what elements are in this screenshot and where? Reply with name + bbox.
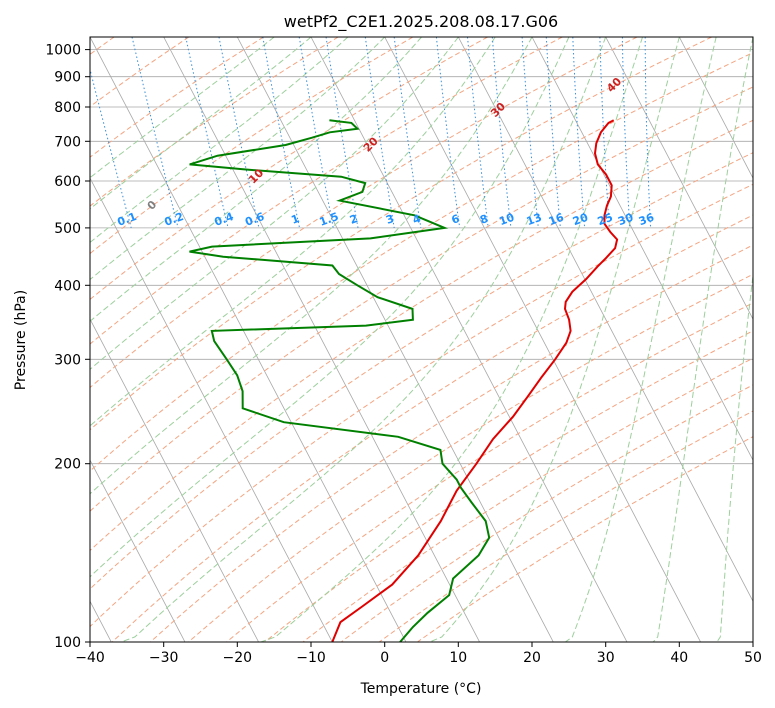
plot-frame bbox=[89, 36, 754, 643]
dry-adiabat-line bbox=[90, 119, 753, 552]
mixing-ratio-line bbox=[185, 37, 229, 229]
mixing-ratio-label: 13 bbox=[525, 211, 544, 228]
x-tick-label: 40 bbox=[670, 650, 688, 666]
profile-lines bbox=[189, 119, 619, 642]
x-tick-label: 30 bbox=[597, 650, 615, 666]
dry-adiabat-line bbox=[188, 273, 753, 642]
dry-adiabat-line bbox=[90, 37, 414, 255]
moist-adiabat-line bbox=[121, 37, 607, 642]
mixing-ratio-line bbox=[364, 37, 395, 228]
mixing-ratio-label: 0.4 bbox=[213, 210, 236, 229]
x-tick-label: 10 bbox=[449, 650, 467, 666]
moist-adiabat-line bbox=[260, 37, 643, 642]
isotherm-line bbox=[90, 318, 259, 642]
dry-adiabat-line bbox=[90, 86, 753, 512]
x-tick-label: 20 bbox=[523, 650, 541, 666]
dry-adiabat-line bbox=[379, 410, 753, 642]
mixing-ratio-label: 0.1 bbox=[116, 210, 139, 229]
dry-adiabat-line bbox=[90, 37, 638, 389]
background-lines bbox=[90, 37, 753, 642]
dry-adiabat-line bbox=[90, 183, 753, 628]
mixing-ratio-label: 30 bbox=[616, 211, 635, 229]
moist-adiabat-line bbox=[90, 37, 422, 322]
y-tick-label: 300 bbox=[54, 352, 81, 368]
moist-adiabat-line bbox=[90, 37, 533, 495]
dry-adiabat-line bbox=[90, 37, 712, 431]
x-tick-label: 50 bbox=[744, 650, 762, 666]
mixing-ratio-label: 6 bbox=[450, 212, 462, 227]
mixing-ratio-line bbox=[491, 37, 512, 228]
isotherm-line bbox=[678, 37, 753, 179]
mixing-ratio-label: 10 bbox=[497, 211, 516, 229]
x-axis-label: Temperature (°C) bbox=[360, 681, 482, 697]
y-tick-label: 200 bbox=[54, 457, 81, 473]
mixing-ratio-line bbox=[90, 67, 132, 229]
moist-adiabat-line bbox=[90, 37, 275, 179]
isotherm-line bbox=[605, 37, 753, 320]
isotherm-line bbox=[90, 37, 407, 642]
dry-adiabat-line bbox=[90, 37, 264, 158]
mixing-ratio-label: 25 bbox=[596, 211, 615, 228]
mixing-ratio-label: 3 bbox=[384, 212, 396, 227]
x-tick-label: 0 bbox=[380, 650, 389, 666]
mixing-ratio-label: 16 bbox=[547, 211, 566, 229]
y-tick-label: 100 bbox=[54, 635, 81, 651]
moist-adiabat-line bbox=[90, 37, 312, 210]
mixing-ratio-line bbox=[131, 37, 179, 229]
x-tick-label: −10 bbox=[296, 650, 326, 666]
mixing-ratio-line bbox=[521, 37, 539, 228]
dry-adiabat-line bbox=[264, 330, 753, 642]
mixing-ratio-label: 36 bbox=[637, 211, 656, 229]
temperature-profile-line bbox=[331, 119, 619, 642]
mixing-ratio-label: 4 bbox=[411, 212, 423, 227]
isotherm-line bbox=[310, 37, 628, 642]
dewpoint-profile-line bbox=[189, 119, 491, 642]
y-axis-label: Pressure (hPa) bbox=[13, 290, 29, 390]
isotherm-line bbox=[236, 37, 554, 642]
mixing-ratio-label: 0.6 bbox=[243, 210, 266, 229]
isotherm-line bbox=[531, 37, 753, 461]
x-tick-label: −40 bbox=[75, 650, 105, 666]
mixing-ratio-label: 1 bbox=[290, 212, 302, 227]
mixing-ratio-line bbox=[435, 37, 461, 228]
mixing-ratio-label: 8 bbox=[478, 212, 490, 227]
dry-adiabat-line bbox=[417, 436, 753, 642]
mixing-ratio-label: 0.2 bbox=[163, 210, 186, 229]
moist-adiabat-line bbox=[652, 37, 753, 642]
y-tick-label: 900 bbox=[54, 70, 81, 86]
dry-adiabat-line bbox=[90, 152, 753, 590]
dry-adiabat-line bbox=[90, 52, 753, 472]
y-tick-label: 1000 bbox=[45, 43, 81, 59]
moist-adiabat-line bbox=[565, 37, 717, 642]
mixing-ratio-label: 1.5 bbox=[318, 210, 341, 229]
dry-adiabat-line bbox=[302, 357, 753, 642]
y-tick-label: 600 bbox=[54, 174, 81, 190]
x-tick-label: −30 bbox=[149, 650, 179, 666]
mixing-ratio-label: 20 bbox=[571, 211, 590, 229]
chart-title: wetPf2_C2E1.2025.208.08.17.G06 bbox=[284, 12, 558, 32]
isotherm-line bbox=[90, 177, 333, 642]
y-tick-label: 700 bbox=[54, 134, 81, 150]
isotherm-line bbox=[457, 37, 753, 603]
axes: −40 −30 −20 −10 0 10 20 30 40 5010020030040050060… bbox=[45, 43, 762, 666]
y-tick-label: 800 bbox=[54, 100, 81, 116]
dry-adiabat-line bbox=[111, 214, 753, 642]
mixing-ratio-line bbox=[467, 37, 489, 228]
x-tick-label: −20 bbox=[223, 650, 253, 666]
mixing-ratio-line bbox=[393, 37, 422, 228]
moist-adiabat-line bbox=[90, 37, 570, 578]
moist-adiabat-line bbox=[90, 37, 349, 244]
y-tick-label: 400 bbox=[54, 278, 81, 294]
mixing-ratio-label: 2 bbox=[348, 212, 360, 227]
moist-adiabat-line bbox=[90, 37, 496, 427]
isotherm-line bbox=[384, 37, 701, 642]
y-tick-label: 500 bbox=[54, 221, 81, 237]
isotherm-line bbox=[90, 459, 186, 642]
